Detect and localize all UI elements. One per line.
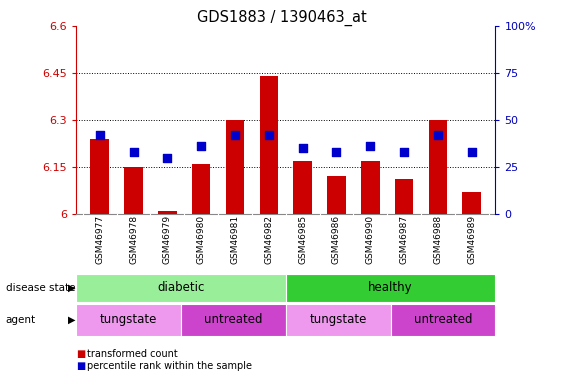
Bar [226,120,244,214]
Text: tungstate: tungstate [100,313,157,326]
Bar [286,304,391,336]
Point [264,132,273,138]
Point [196,143,205,149]
Text: percentile rank within the sample: percentile rank within the sample [87,361,252,370]
Text: agent: agent [6,315,36,325]
Point [230,132,239,138]
Bar [158,211,177,214]
Bar [361,160,379,214]
Bar [286,274,495,302]
Bar [76,274,286,302]
Bar [192,164,211,214]
Text: diabetic: diabetic [157,281,204,294]
Point [434,132,443,138]
Text: ▶: ▶ [68,283,75,293]
Text: tungstate: tungstate [310,313,367,326]
Text: untreated: untreated [204,313,262,326]
Bar [260,76,278,214]
Point [467,149,476,155]
Point [298,145,307,151]
Text: ▶: ▶ [68,315,75,325]
Point [400,149,409,155]
Text: disease state: disease state [6,283,75,293]
Bar [327,176,346,214]
Bar [76,304,181,336]
Bar [124,167,143,214]
Text: untreated: untreated [414,313,472,326]
Point [129,149,138,155]
Text: GDS1883 / 1390463_at: GDS1883 / 1390463_at [196,9,367,26]
Bar [428,120,447,214]
Point [332,149,341,155]
Bar [462,192,481,214]
Text: ■: ■ [76,361,85,370]
Bar [293,160,312,214]
Text: healthy: healthy [368,281,413,294]
Text: transformed count: transformed count [87,350,178,359]
Bar [391,304,495,336]
Bar [91,139,109,214]
Text: ■: ■ [76,350,85,359]
Bar [181,304,286,336]
Point [163,154,172,160]
Bar [395,179,413,214]
Point [95,132,104,138]
Point [366,143,375,149]
